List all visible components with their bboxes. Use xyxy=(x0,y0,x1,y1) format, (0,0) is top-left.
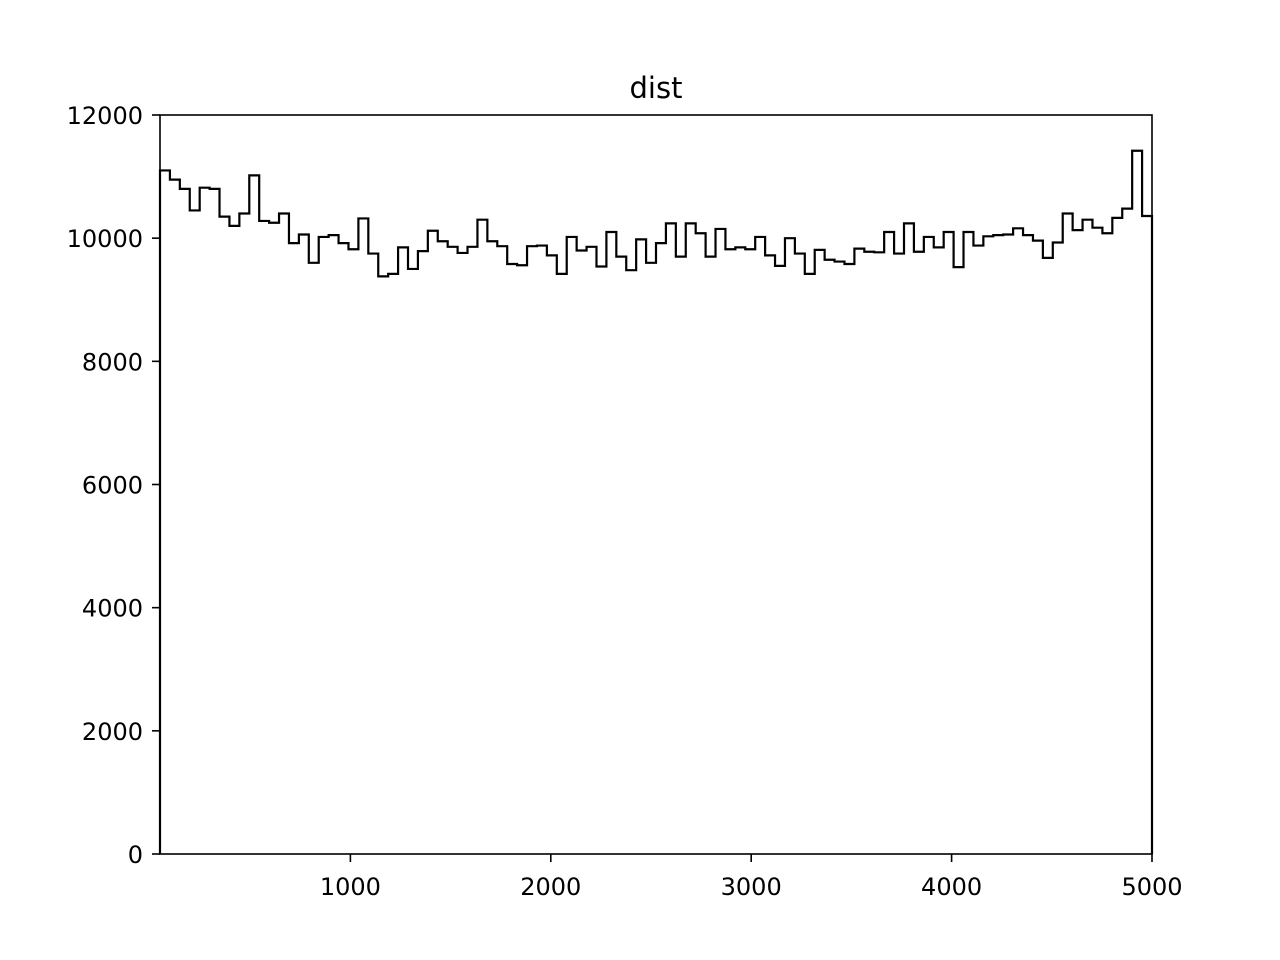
y-tick-label: 12000 xyxy=(67,102,143,130)
y-tick-label: 8000 xyxy=(82,348,143,376)
x-axis-ticks: 1000 2000 3000 4000 5000 xyxy=(320,854,1183,901)
x-tick-label: 1000 xyxy=(320,873,381,901)
x-tick-label: 2000 xyxy=(520,873,581,901)
y-tick-label: 4000 xyxy=(82,595,143,623)
histogram-step-line xyxy=(158,149,1154,854)
y-tick-label: 10000 xyxy=(67,225,143,253)
y-tick-label: 2000 xyxy=(82,718,143,746)
y-tick-label: 6000 xyxy=(82,472,143,500)
y-tick-label: 0 xyxy=(128,841,143,869)
x-tick-label: 4000 xyxy=(921,873,982,901)
plot-frame xyxy=(159,114,1153,855)
y-axis-ticks: 0 2000 4000 6000 8000 10000 12000 xyxy=(67,102,160,869)
chart-title: dist xyxy=(630,71,683,105)
x-tick-label: 5000 xyxy=(1121,873,1182,901)
x-tick-label: 3000 xyxy=(721,873,782,901)
